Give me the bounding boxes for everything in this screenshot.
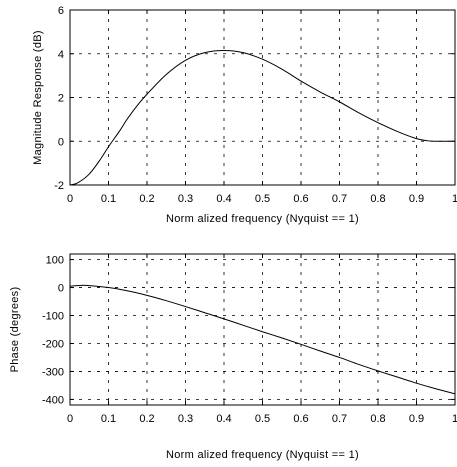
- x-tick-label: 0.4: [216, 413, 231, 425]
- y-tick-label: 0: [58, 136, 64, 148]
- x-tick-label: 0.7: [332, 413, 347, 425]
- x-tick-label: 1: [452, 413, 457, 425]
- y-tick-label: -200: [42, 338, 64, 350]
- x-tick-label: 0.9: [409, 193, 424, 205]
- x-tick-label: 0.9: [409, 413, 424, 425]
- y-tick-label: 6: [58, 5, 64, 17]
- x-tick-label: 0: [67, 413, 73, 425]
- y-tick-label: -2: [54, 180, 64, 192]
- series-line: [69, 49, 455, 186]
- y-tick-label: 100: [46, 255, 64, 267]
- x-tick-label: 0.8: [370, 193, 385, 205]
- x-tick-label: 0.4: [216, 193, 231, 205]
- y-tick-label: -300: [42, 366, 64, 378]
- x-tick-label: 0.8: [370, 413, 385, 425]
- x-axis-label: Norm alized frequency (Nyquist == 1): [166, 449, 359, 461]
- x-tick-label: 1: [452, 193, 457, 205]
- x-tick-label: 0.3: [178, 413, 193, 425]
- x-axis-label: Norm alized frequency (Nyquist == 1): [166, 213, 359, 225]
- plot-frame: [69, 9, 456, 186]
- x-tick-label: 0.5: [255, 193, 270, 205]
- x-tick-label: 0: [67, 193, 73, 205]
- y-axis-label: Magnitude Response (dB): [32, 30, 44, 165]
- y-axis-label: Phase (degrees): [9, 287, 21, 373]
- magnitude-panel: 0 0.1 0.2 0.3 0.4 0.5 0.6 0.7 0.8 0.9 1-20246Norm …: [32, 5, 457, 225]
- x-tick-label: 0.2: [139, 413, 154, 425]
- x-tick-label: 0.1: [101, 193, 116, 205]
- x-tick-label: 0.1: [101, 413, 116, 425]
- x-tick-label: 0.5: [255, 413, 270, 425]
- x-tick-label: 0.7: [332, 193, 347, 205]
- x-tick-label: 0.6: [293, 413, 308, 425]
- y-tick-label: 0: [58, 283, 64, 295]
- y-tick-label: -100: [42, 311, 64, 323]
- y-tick-label: -400: [42, 394, 64, 406]
- x-tick-label: 0.3: [178, 193, 193, 205]
- series-line: [69, 284, 456, 395]
- x-tick-label: 0.6: [293, 193, 308, 205]
- y-tick-label: 4: [58, 49, 64, 61]
- phase-panel: 0 0.1 0.2 0.3 0.4 0.5 0.6 0.7 0.8 0.9 1 -400 -300 -20…: [9, 253, 457, 461]
- y-tick-label: 2: [58, 93, 64, 105]
- x-tick-label: 0.2: [139, 193, 154, 205]
